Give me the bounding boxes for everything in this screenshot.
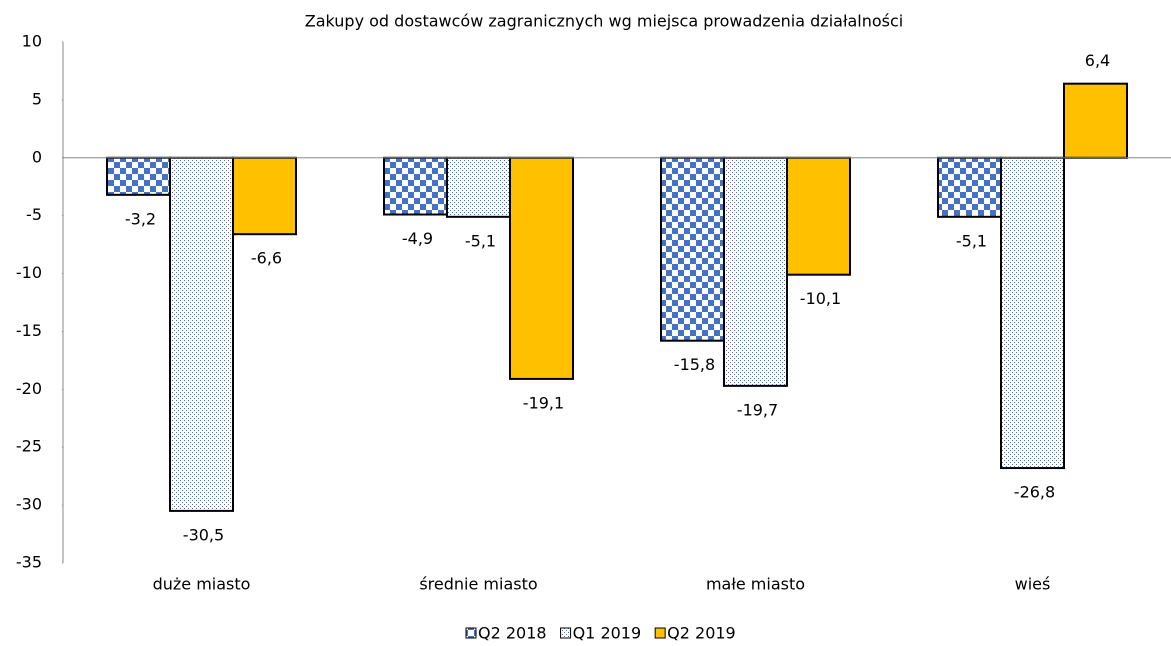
bar [660, 156, 725, 342]
y-tick-label: -30 [16, 495, 42, 514]
y-tick-label: -35 [16, 553, 42, 572]
data-label: -5,1 [956, 231, 987, 250]
data-label: -19,7 [737, 400, 778, 419]
x-tick-label: małe miasto [706, 575, 805, 594]
bar [106, 156, 171, 196]
chart-title: Zakupy od dostawców zagranicznych wg mie… [305, 12, 904, 31]
legend-swatch [654, 627, 666, 639]
data-label: -19,1 [523, 393, 564, 412]
data-label: -30,5 [183, 525, 224, 544]
y-tick-label: -15 [16, 321, 42, 340]
data-label: -26,8 [1014, 483, 1055, 502]
bar [509, 156, 574, 380]
legend-label: Q2 2018 [478, 624, 547, 643]
y-tick-label: 0 [32, 147, 42, 166]
data-label: -5,1 [465, 231, 496, 250]
legend-label: Q2 2019 [667, 624, 736, 643]
bar [1000, 156, 1065, 470]
bar [232, 156, 297, 236]
y-tick-label: -20 [16, 379, 42, 398]
y-tick-label: -10 [16, 263, 42, 282]
x-tick-label: wieś [1015, 575, 1051, 594]
data-label: 6,4 [1085, 51, 1110, 70]
bar [383, 156, 448, 216]
data-label: -4,9 [402, 229, 433, 248]
bar [1063, 82, 1128, 159]
legend-swatch [465, 627, 477, 639]
x-tick-label: średnie miasto [419, 575, 537, 594]
y-tick-label: 5 [32, 89, 42, 108]
data-label: -10,1 [800, 289, 841, 308]
bar [169, 156, 234, 512]
data-label: -15,8 [674, 355, 715, 374]
bar [446, 156, 511, 218]
data-label: -3,2 [125, 209, 156, 228]
y-tick-label: -5 [26, 205, 42, 224]
bar [937, 156, 1002, 218]
bar [786, 156, 851, 276]
legend-swatch [560, 627, 572, 639]
y-tick-label: 10 [22, 32, 42, 51]
y-tick-label: -25 [16, 437, 42, 456]
bar [723, 156, 788, 387]
legend-label: Q1 2019 [573, 624, 642, 643]
x-tick-label: duże miasto [153, 575, 251, 594]
data-label: -6,6 [251, 249, 282, 268]
